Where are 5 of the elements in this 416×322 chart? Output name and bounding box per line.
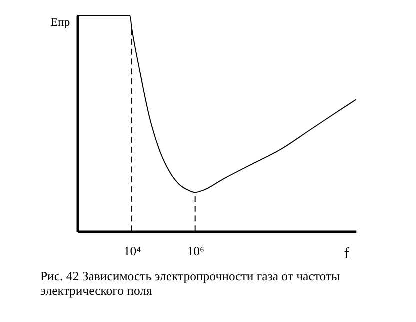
x-tick-label: 10⁴ [124,244,142,258]
x-axis-title: f [344,245,350,262]
x-tick-label: 10⁶ [187,244,204,258]
text: Рис. 42 Зависимость электропрочности газа от частоты электрического поля [40,270,341,298]
y-axis-title: Епр [50,16,70,29]
